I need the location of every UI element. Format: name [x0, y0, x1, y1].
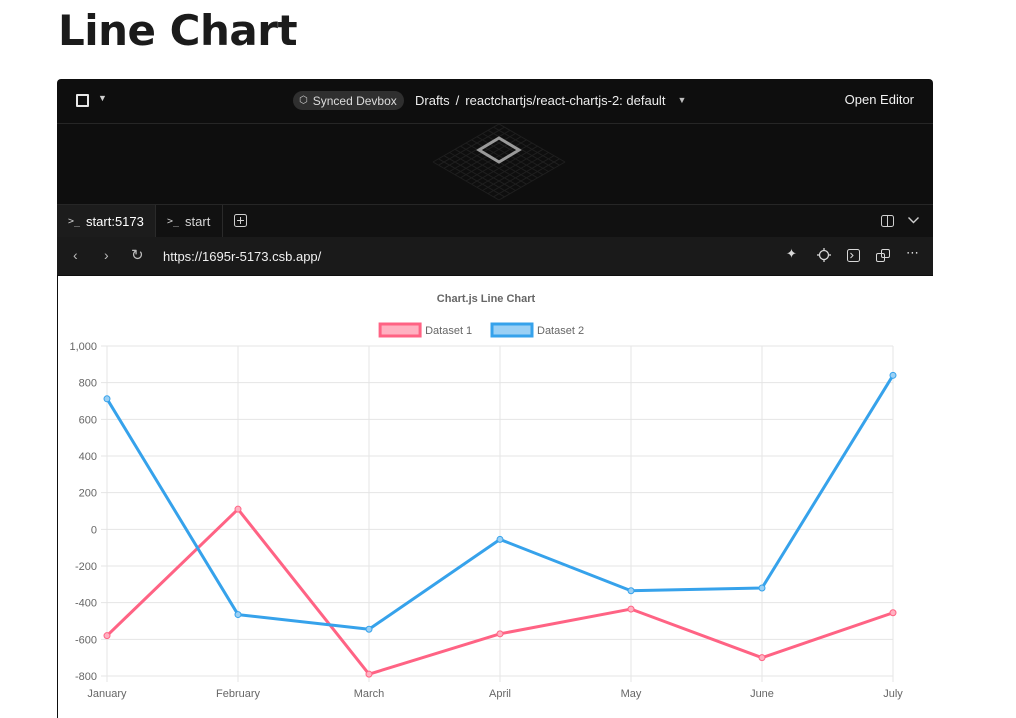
sparkle-icon[interactable]: ✦ [786, 246, 797, 261]
preview-banner [57, 123, 933, 204]
data-point[interactable] [365, 625, 373, 633]
terminal-icon: >_ [167, 215, 180, 227]
x-tick-label: January [87, 688, 127, 700]
reload-icon[interactable]: ↻ [131, 247, 144, 264]
legend-label[interactable]: Dataset 1 [425, 325, 472, 337]
data-point[interactable] [103, 395, 111, 403]
x-tick-label: May [621, 688, 642, 700]
x-tick-label: April [489, 688, 511, 700]
tab-label: start:5173 [86, 213, 144, 229]
breadcrumb-separator: / [455, 93, 460, 108]
y-tick-label: 800 [79, 378, 97, 390]
tab-start-5173[interactable]: >_ start:5173 [57, 205, 155, 237]
tab-bar: >_ start:5173 >_ start [57, 204, 933, 238]
x-tick-label: March [354, 688, 385, 700]
x-tick-label: February [216, 688, 261, 700]
data-point[interactable] [234, 505, 242, 513]
x-tick-label: June [750, 688, 774, 700]
y-axis: 1,000 800 600 400 200 0 -200 -400 -600 -800 [69, 341, 97, 683]
arrow-left-icon[interactable]: ‹ [73, 247, 78, 263]
chart-title: Chart.js Line Chart [437, 293, 536, 305]
arrow-right-icon[interactable]: › [104, 247, 109, 263]
y-tick-label: -200 [75, 561, 97, 573]
popout-icon[interactable] [876, 249, 890, 262]
diamond-logo-icon [476, 136, 522, 164]
legend-swatch[interactable] [378, 322, 422, 338]
y-tick-label: 0 [91, 524, 97, 536]
split-view-icon[interactable] [881, 215, 894, 227]
data-point[interactable] [234, 611, 242, 619]
cube-icon: ⬡ [299, 95, 308, 106]
y-tick-label: 400 [79, 451, 97, 463]
data-point[interactable] [758, 584, 766, 592]
chart-legend: Dataset 1 Dataset 2 [378, 322, 584, 338]
breadcrumb-sandbox[interactable]: reactchartjs/react-chartjs-2: default [465, 93, 666, 108]
preview-topbar: ▼ ⬡ Synced Devbox Drafts / reactchartjs/… [57, 79, 933, 124]
legend-label[interactable]: Dataset 2 [537, 325, 584, 337]
data-point[interactable] [889, 371, 897, 379]
x-tick-label: July [883, 688, 903, 700]
terminal-icon: >_ [68, 215, 81, 227]
y-tick-label: -600 [75, 634, 97, 646]
y-tick-label: 1,000 [69, 341, 97, 353]
chart-series [103, 371, 897, 678]
line-chart: Chart.js Line Chart Dataset 1 Dataset 2 1… [69, 293, 903, 700]
y-tick-label: 200 [79, 488, 97, 500]
isometric-grid-graphic [432, 123, 566, 201]
y-tick-label: -400 [75, 598, 97, 610]
data-point[interactable] [627, 605, 635, 613]
tab-start[interactable]: >_ start [167, 205, 210, 237]
y-tick-label: -800 [75, 671, 97, 683]
breadcrumb-root[interactable]: Drafts [415, 93, 450, 108]
open-editor-button[interactable]: Open Editor [844, 92, 914, 107]
x-axis: January February March April May June July [87, 688, 903, 700]
data-point[interactable] [889, 609, 897, 617]
sandbox-preview-frame: ▼ ⬡ Synced Devbox Drafts / reactchartjs/… [57, 79, 933, 718]
y-tick-label: 600 [79, 414, 97, 426]
chevron-down-icon[interactable] [908, 217, 919, 224]
square-icon[interactable] [76, 94, 89, 107]
more-icon[interactable]: ⋯ [906, 245, 920, 260]
tab-label: start [185, 213, 211, 229]
url-field[interactable]: https://1695r-5173.csb.app/ [163, 249, 322, 264]
console-icon[interactable] [847, 249, 860, 262]
legend-swatch[interactable] [490, 322, 534, 338]
data-point[interactable] [365, 670, 373, 678]
chevron-down-icon[interactable]: ▼ [677, 95, 687, 105]
synced-devbox-badge[interactable]: ⬡ Synced Devbox [293, 91, 404, 110]
chevron-down-icon[interactable]: ▼ [98, 93, 107, 103]
page-title: Line Chart [58, 6, 298, 55]
preview-content: Chart.js Line Chart Dataset 1 Dataset 2 1… [58, 276, 933, 718]
synced-devbox-label: Synced Devbox [312, 93, 397, 108]
address-bar: ‹ › ↻ https://1695r-5173.csb.app/ ✦ ⋯ [57, 237, 933, 275]
data-point[interactable] [103, 632, 111, 640]
data-point[interactable] [496, 535, 504, 543]
data-point[interactable] [496, 630, 504, 638]
data-point[interactable] [758, 654, 766, 662]
plus-square-icon[interactable] [234, 214, 247, 227]
crosshair-icon[interactable] [817, 248, 831, 262]
chart-grid [101, 345, 894, 682]
data-point[interactable] [627, 587, 635, 595]
breadcrumb[interactable]: Drafts / reactchartjs/react-chartjs-2: d… [415, 93, 686, 108]
